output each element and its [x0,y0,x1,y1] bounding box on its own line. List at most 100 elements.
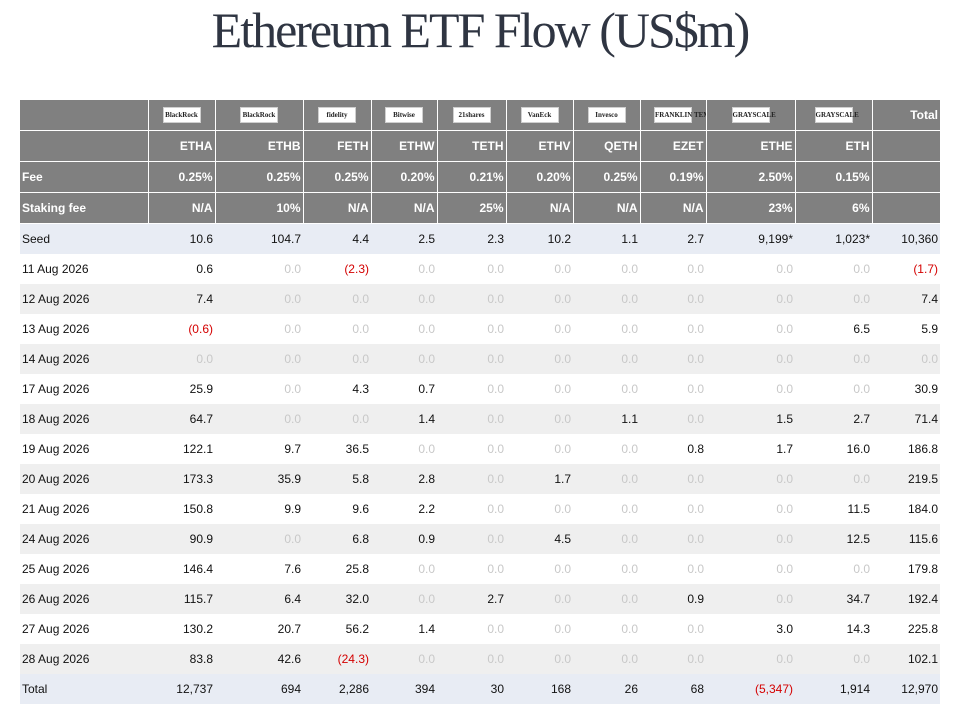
flow-value-cell: 2.2 [371,494,437,524]
issuer-logo-cell: VanEck [506,100,574,131]
flow-row: 20 Aug 2026 173.3 35.9 5.8 2.8 0.0 1.7 0.0 0.0 0.… [20,464,940,494]
flow-value-cell: 0.0 [215,524,303,554]
row-total-cell: 71.4 [872,404,940,434]
flow-value-cell: 1.1 [573,223,640,254]
header-logo-row: BlackRock BlackRock fidelity Bitwise 21share… [20,100,940,131]
flow-value-cell: 26 [573,674,640,704]
flow-value-cell: 0.0 [573,524,640,554]
flow-value-cell: 0.0 [437,374,506,404]
row-total-cell: 7.4 [872,284,940,314]
flow-value-cell: 0.0 [706,254,795,284]
row-total-cell: 0.0 [872,344,940,374]
flow-value-cell: 0.0 [795,554,872,584]
flow-value-cell: 0.0 [506,644,573,674]
flow-value-cell: 0.0 [215,254,303,284]
flow-value-cell: 64.7 [148,404,215,434]
flow-value-cell: 0.0 [706,464,795,494]
flow-value-cell: 11.5 [795,494,872,524]
flow-value-cell: 0.0 [573,344,640,374]
flow-value-cell: 0.0 [506,494,573,524]
flow-value-cell: 0.0 [303,404,371,434]
flow-value-cell: 90.9 [148,524,215,554]
flow-value-cell: 104.7 [215,223,303,254]
flow-value-cell: 0.0 [706,344,795,374]
flow-value-cell: 0.0 [215,344,303,374]
flow-row: 13 Aug 2026 (0.6) 0.0 0.0 0.0 0.0 0.0 0.0 0.0 0.0… [20,314,940,344]
flow-value-cell: (24.3) [303,644,371,674]
fee-label: Fee [20,161,149,193]
flow-value-cell: 1.1 [573,404,640,434]
flow-row: 12 Aug 2026 7.4 0.0 0.0 0.0 0.0 0.0 0.0 0.0 0.0 0.… [20,284,940,314]
issuer-logo: 21shares [452,107,491,123]
flow-value-cell: 68 [640,674,706,704]
flow-value-cell: 394 [371,674,437,704]
flow-value-cell: 1.7 [706,434,795,464]
flow-value-cell: 0.0 [795,254,872,284]
flow-value-cell: 0.0 [437,614,506,644]
row-date-label: 28 Aug 2026 [20,644,148,674]
flow-value-cell: 0.0 [573,374,640,404]
issuer-logo-cell: GRAYSCALE [795,100,873,131]
flow-value-cell: 32.0 [303,584,371,614]
flow-value-cell: 0.0 [573,554,640,584]
flow-value-cell: 694 [215,674,303,704]
flow-value-cell: 0.0 [640,344,706,374]
row-date-label: 17 Aug 2026 [20,374,148,404]
flow-value-cell: 12,737 [148,674,215,704]
flow-value-cell: 5.8 [303,464,371,494]
flow-value-cell: 0.0 [506,614,573,644]
ticker-cell: ETHV [506,130,574,162]
flow-value-cell: 0.9 [371,524,437,554]
flow-row: 24 Aug 2026 90.9 0.0 6.8 0.9 0.0 4.5 0.0 0.0 0.0 1… [20,524,940,554]
flow-row: 11 Aug 2026 0.6 0.0 (2.3) 0.0 0.0 0.0 0.0 0.0 0.0… [20,254,940,284]
flow-value-cell: 6.4 [215,584,303,614]
staking-fee-cell: 10% [215,192,304,224]
flow-value-cell: 0.0 [215,404,303,434]
staking-fee-label: Staking fee [20,192,149,224]
flow-value-cell: 9.9 [215,494,303,524]
flow-value-cell: 0.0 [640,614,706,644]
fee-cell: 0.21% [437,161,507,193]
staking-fee-cell: N/A [640,192,707,224]
issuer-logo: BlackRock [240,107,278,123]
flow-value-cell: 1.7 [506,464,573,494]
flow-value-cell: 7.4 [148,284,215,314]
flow-value-cell: 0.9 [640,584,706,614]
flow-value-cell: 0.0 [371,434,437,464]
row-date-label: Total [20,674,148,704]
flow-value-cell: 0.0 [573,614,640,644]
row-total-cell: 30.9 [872,374,940,404]
flow-value-cell: 2.7 [795,404,872,434]
fee-row: Fee 0.25% 0.25% 0.25% 0.20% 0.21% 0.20% 0.25% 0.… [20,161,940,193]
flow-value-cell: 0.0 [371,644,437,674]
flow-value-cell: 0.0 [437,254,506,284]
flow-value-cell: 2.8 [371,464,437,494]
flow-value-cell: 0.0 [371,584,437,614]
staking-fee-cell: N/A [148,192,216,224]
row-total-cell: 5.9 [872,314,940,344]
flow-value-cell: 30 [437,674,506,704]
row-total-cell: 186.8 [872,434,940,464]
flow-value-cell: 0.8 [640,434,706,464]
fee-cell: 0.20% [371,161,438,193]
flow-value-cell: 83.8 [148,644,215,674]
flow-value-cell: 0.0 [573,434,640,464]
flow-value-cell: 0.0 [437,494,506,524]
flow-value-cell: 36.5 [303,434,371,464]
flow-value-cell: 35.9 [215,464,303,494]
flow-value-cell: 4.5 [506,524,573,554]
row-total-cell: 192.4 [872,584,940,614]
issuer-logo-cell: BlackRock [148,100,216,131]
etf-flow-table: BlackRock BlackRock fidelity Bitwise 21share… [20,100,940,704]
flow-row: 18 Aug 2026 64.7 0.0 0.0 1.4 0.0 0.0 1.1 0.0 1.5 2… [20,404,940,434]
flow-value-cell: 0.0 [437,434,506,464]
flow-value-cell: 0.0 [573,644,640,674]
staking-fee-cell: 23% [706,192,796,224]
flow-value-cell: 2.3 [437,223,506,254]
flow-value-cell: 0.0 [640,314,706,344]
flow-value-cell: 42.6 [215,644,303,674]
flow-value-cell: 0.0 [795,374,872,404]
flow-value-cell: 0.0 [371,284,437,314]
issuer-logo-cell: BlackRock [215,100,304,131]
flow-value-cell: 0.0 [795,464,872,494]
